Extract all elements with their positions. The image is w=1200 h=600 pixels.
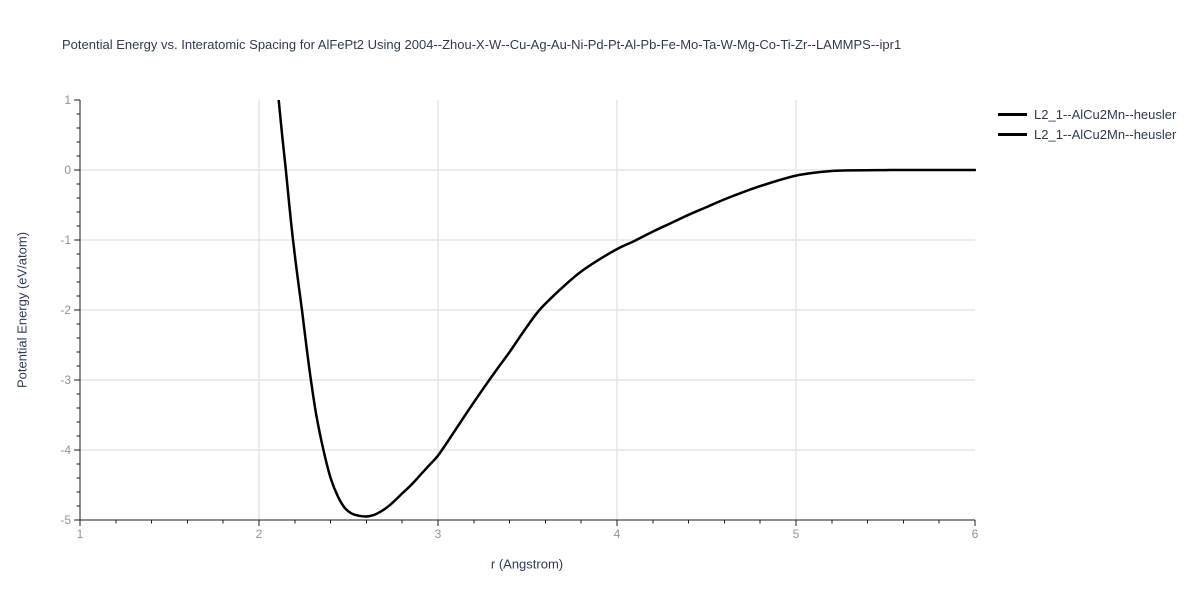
energy-curve xyxy=(277,100,976,518)
y-tick-labels: 1 0 -1 -2 -3 -4 -5 xyxy=(60,93,71,527)
legend-label: L2_1--AlCu2Mn--heusler xyxy=(1034,126,1177,142)
legend: L2_1--AlCu2Mn--heusler L2_1--AlCu2Mn--he… xyxy=(998,104,1176,144)
svg-text:3: 3 xyxy=(435,527,442,541)
axis-ticks xyxy=(74,99,976,526)
legend-item: L2_1--AlCu2Mn--heusler xyxy=(998,104,1176,124)
svg-text:-3: -3 xyxy=(60,373,71,387)
legend-item: L2_1--AlCu2Mn--heusler xyxy=(998,124,1176,144)
y-axis-label: Potential Energy (eV/atom) xyxy=(14,231,30,389)
x-axis-label: r (Angstrom) xyxy=(490,556,564,572)
svg-text:-5: -5 xyxy=(60,513,71,527)
svg-text:-2: -2 xyxy=(60,303,71,317)
svg-text:-4: -4 xyxy=(60,443,71,457)
chart-title: Potential Energy vs. Interatomic Spacing… xyxy=(62,37,902,52)
svg-text:1: 1 xyxy=(64,93,71,107)
svg-text:5: 5 xyxy=(793,527,800,541)
svg-text:1: 1 xyxy=(77,527,84,541)
svg-text:-1: -1 xyxy=(60,233,71,247)
svg-text:4: 4 xyxy=(614,527,621,541)
x-tick-labels: 1 2 3 4 5 6 xyxy=(77,527,979,541)
legend-line-swatch xyxy=(998,132,1027,136)
legend-line-swatch xyxy=(998,112,1027,116)
svg-text:2: 2 xyxy=(256,527,263,541)
svg-text:6: 6 xyxy=(972,527,979,541)
gridlines xyxy=(80,100,975,520)
legend-label: L2_1--AlCu2Mn--heusler xyxy=(1034,106,1177,122)
svg-text:0: 0 xyxy=(64,163,71,177)
